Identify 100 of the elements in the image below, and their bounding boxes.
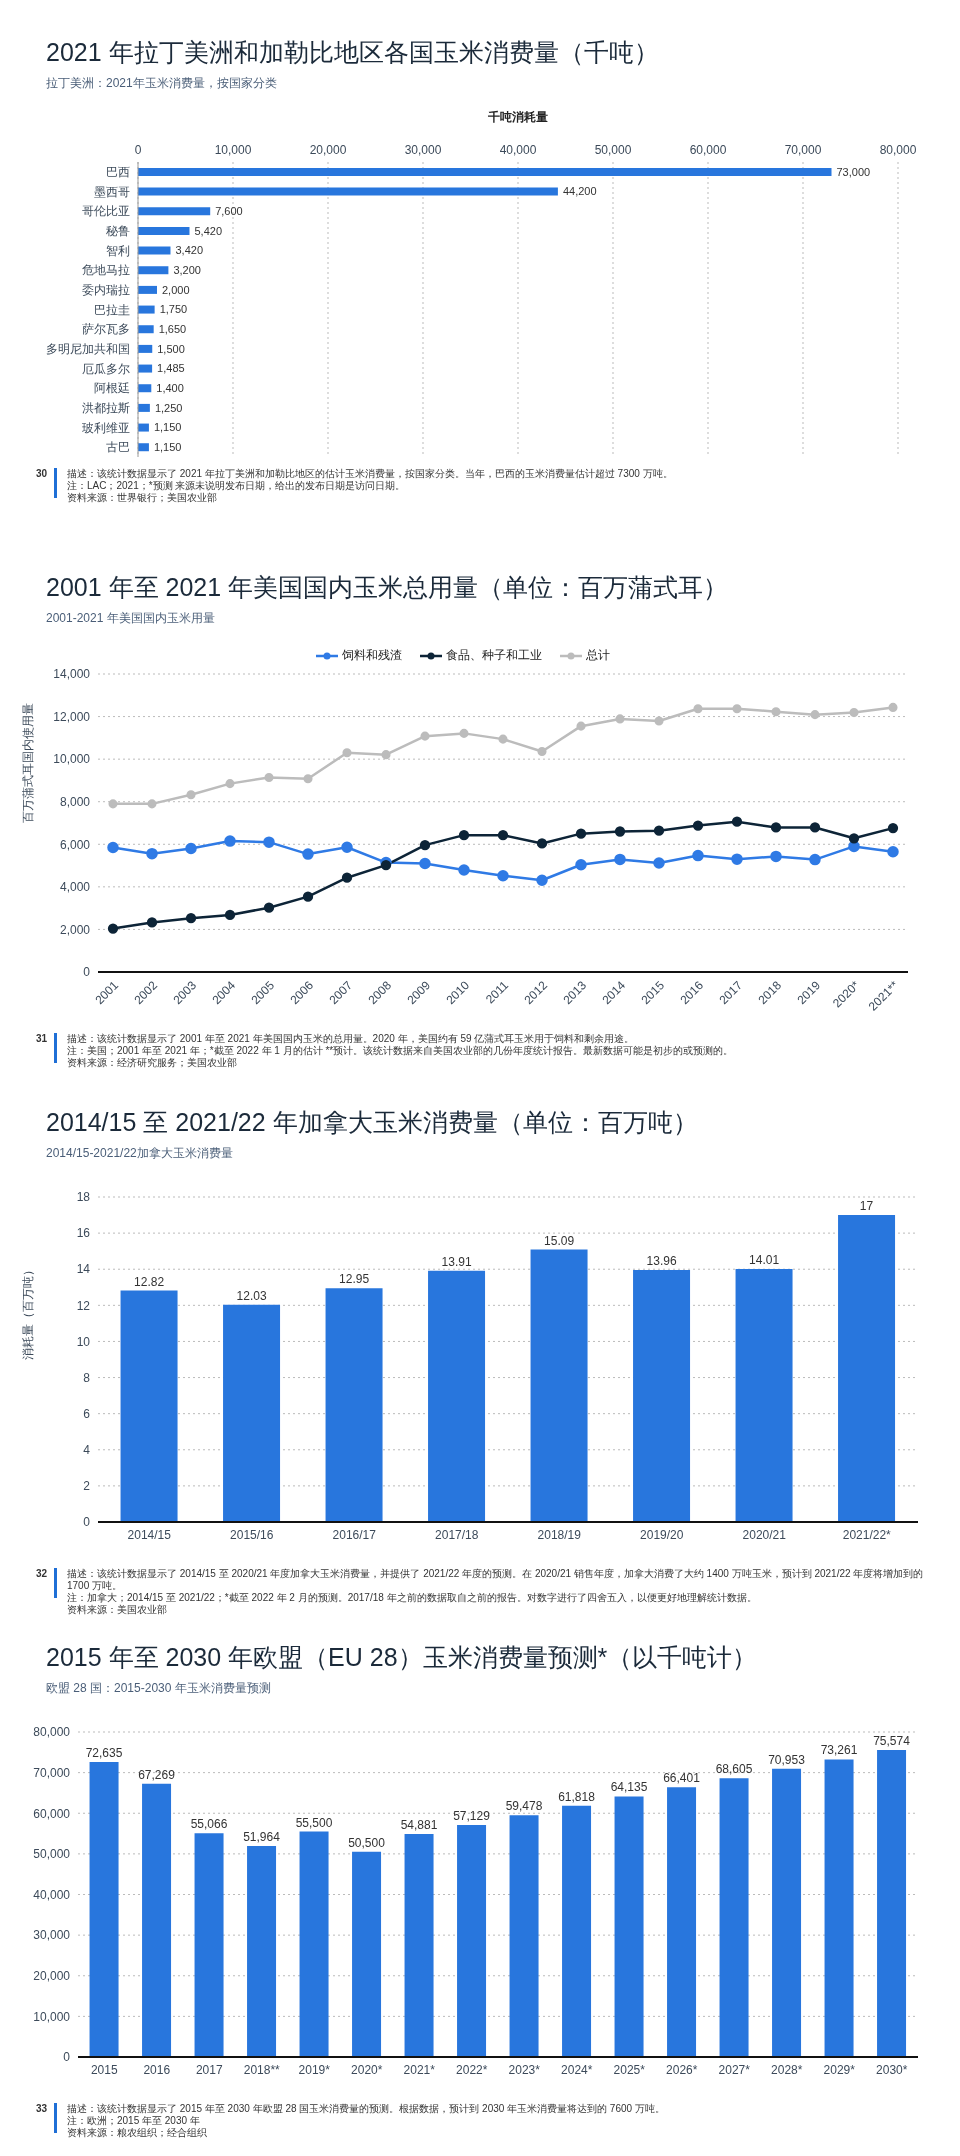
x-tick-label: 2018** <box>243 2062 281 2077</box>
y-tick-label: 多明尼加共和国 <box>46 342 130 357</box>
text: 33 <box>36 2103 49 2114</box>
data-label: 12.95 <box>339 1272 370 1287</box>
y-tick-label: 14 <box>76 1262 91 1277</box>
data-label: 1,150 <box>153 421 182 434</box>
x-tick-label: 2018/19 <box>537 1527 582 1542</box>
data-label: 14.01 <box>749 1253 780 1268</box>
y-tick-label: 14,000 <box>53 667 91 682</box>
data-label: 7,600 <box>215 205 243 218</box>
data-label: 67,269 <box>138 1767 176 1782</box>
data-label: 68,605 <box>715 1762 753 1777</box>
text: 资料来源：美国农业部 <box>67 1604 168 1616</box>
y-tick-label: 20,000 <box>33 1969 71 1984</box>
y-tick-label: 60,000 <box>33 1806 71 1821</box>
data-label: 73,000 <box>836 165 871 178</box>
x-tick-label: 2028* <box>771 2062 803 2077</box>
y-tick-label: 2,000 <box>59 922 91 937</box>
legend-label: 饲料和残渣 <box>342 647 402 664</box>
y-tick-label: 12,000 <box>53 709 91 724</box>
y-tick-label: 6 <box>83 1406 91 1421</box>
chart-subtitle: 拉丁美洲：2021年玉米消费量，按国家分类 <box>46 75 278 92</box>
y-tick-label: 0 <box>83 1515 91 1530</box>
data-label: 44,200 <box>562 185 597 198</box>
data-label: 57,129 <box>453 1808 491 1823</box>
y-tick-label: 巴西 <box>106 165 130 180</box>
x-tick-label: 2014/15 <box>127 1527 172 1542</box>
x-tick-label: 2021/22* <box>842 1527 892 1542</box>
data-label: 61,818 <box>558 1789 596 1804</box>
y-tick-label: 洪都拉斯 <box>82 401 130 416</box>
data-label: 12.82 <box>134 1274 165 1289</box>
data-label: 70,953 <box>768 1752 806 1767</box>
x-tick-label: 2022* <box>456 2062 488 2077</box>
x-tick-label: 2017 <box>195 2062 223 2077</box>
data-label: 55,066 <box>190 1817 228 1832</box>
x-tick-label: 2021* <box>403 2062 436 2077</box>
data-label: 51,964 <box>243 1829 281 1844</box>
y-tick-label: 10 <box>76 1334 91 1349</box>
chart-title: 2021 年拉丁美洲和加勒比地区各国玉米消费量（千吨） <box>46 37 660 68</box>
y-tick-label: 古巴 <box>106 440 130 455</box>
x-tick-label: 2017/18 <box>435 1527 479 1542</box>
y-tick-label: 阿根廷 <box>94 381 130 396</box>
y-tick-label: 巴拉圭 <box>94 302 130 317</box>
x-tick-label: 60,000 <box>689 143 727 157</box>
x-tick-label: 2020/21 <box>742 1527 787 1542</box>
y-tick-label: 80,000 <box>33 1725 71 1740</box>
data-label: 13.96 <box>646 1253 677 1268</box>
text: 注：美国；2001 年至 2021 年；*截至 2022 年 1 月的估计 **预计。该统计数据来自美国农业部的几份年度统计报告。最新数据可能是初步的或预测的。 <box>67 1045 735 1057</box>
y-tick-label: 8,000 <box>59 794 91 809</box>
y-tick-label: 危地马拉 <box>82 263 130 278</box>
data-label: 66,401 <box>663 1771 701 1786</box>
data-label: 73,261 <box>820 1743 858 1758</box>
x-tick-label: 40,000 <box>499 143 537 157</box>
chart-subtitle: 欧盟 28 国：2015-2030 年玉米消费量预测 <box>46 1680 272 1697</box>
text: 注：LAC；2021；*预测 来源未说明发布日期，给出的发布日期是访问日期。 <box>67 480 407 492</box>
text: 注：欧洲；2015 年至 2030 年 <box>67 2115 201 2127</box>
x-tick-label: 20,000 <box>309 143 347 157</box>
data-label: 1,250 <box>154 401 183 414</box>
chart-title: 2014/15 至 2021/22 年加拿大玉米消费量（单位：百万吨） <box>46 1107 699 1138</box>
x-tick-label: 30,000 <box>404 143 442 157</box>
text: 描述：该统计数据显示了 2001 年至 2021 年美国国内玉米的总用量。2020 年，美国约有 59 亿蒲式耳玉米用于饲料和剩余用途。 <box>67 1033 636 1045</box>
x-tick-label: 80,000 <box>879 143 917 157</box>
data-label: 75,574 <box>873 1733 911 1748</box>
y-tick-label: 30,000 <box>33 1928 71 1943</box>
x-tick-label: 2024* <box>561 2062 593 2077</box>
text: 资料来源：世界银行；美国农业部 <box>67 492 218 504</box>
y-tick-label: 2 <box>83 1479 91 1494</box>
x-axis-title: 千吨消耗量 <box>487 109 548 124</box>
legend-label: 食品、种子和工业 <box>446 647 542 664</box>
y-axis-title: 百万蒲式耳国内使用量 <box>21 703 36 823</box>
chart-title: 2015 年至 2030 年欧盟（EU 28）玉米消费量预测*（以千吨计） <box>46 1642 759 1673</box>
text: 30 <box>36 468 49 479</box>
chart-subtitle: 2001-2021 年美国国内玉米用量 <box>46 610 216 627</box>
data-label: 15.09 <box>544 1233 575 1248</box>
text: 描述：该统计数据显示了 2015 年至 2030 年欧盟 28 国玉米消费量的预测。根据数据，预计到 2030 年玉米消费量将达到的 7600 万吨。 <box>67 2103 666 2115</box>
data-label: 54,881 <box>400 1818 438 1833</box>
y-tick-label: 哥伦比亚 <box>82 204 130 219</box>
chart-title: 2001 年至 2021 年美国国内玉米总用量（单位：百万蒲式耳） <box>46 572 730 603</box>
x-tick-label: 2020* <box>351 2062 383 2077</box>
y-tick-label: 18 <box>76 1190 91 1205</box>
y-tick-label: 10,000 <box>53 752 91 767</box>
text: 资料来源：粮农组织；经合组织 <box>67 2127 208 2139</box>
data-label: 12.03 <box>236 1288 267 1303</box>
x-tick-label: 2019* <box>298 2062 331 2077</box>
data-label: 17 <box>859 1199 874 1214</box>
x-tick-label: 2027* <box>718 2062 751 2077</box>
data-label: 5,420 <box>194 224 223 237</box>
y-tick-label: 0 <box>63 2050 71 2065</box>
y-axis-title: 消耗量（百万吨） <box>21 1263 36 1360</box>
text: 资料来源：经济研究服务；美国农业部 <box>67 1057 238 1069</box>
x-tick-label: 70,000 <box>784 143 822 157</box>
x-tick-label: 2016 <box>143 2062 171 2077</box>
data-label: 13.91 <box>441 1254 472 1269</box>
data-label: 1,500 <box>157 342 185 355</box>
data-label: 1,400 <box>156 382 184 395</box>
y-tick-label: 玻利维亚 <box>82 420 130 435</box>
data-label: 2,000 <box>162 283 190 296</box>
x-tick-label: 2029* <box>823 2062 856 2077</box>
y-tick-label: 0 <box>83 965 91 980</box>
data-label: 3,420 <box>175 244 204 257</box>
